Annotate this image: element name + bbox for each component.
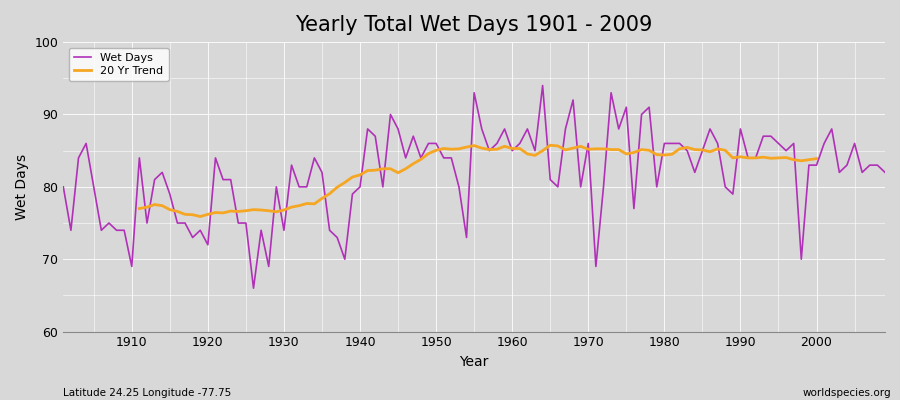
20 Yr Trend (134, 206, 145, 211)
X-axis label: Year: Year (460, 355, 489, 369)
Wet Days (339, 257, 350, 262)
20 Yr Trend (544, 143, 555, 148)
20 Yr Trend (347, 175, 358, 180)
Wet Days (293, 184, 304, 189)
Wet Days (879, 170, 890, 175)
Line: 20 Yr Trend: 20 Yr Trend (140, 145, 816, 216)
20 Yr Trend (727, 156, 738, 160)
Wet Days (613, 126, 624, 131)
Line: Wet Days: Wet Days (63, 86, 885, 288)
Y-axis label: Wet Days: Wet Days (15, 154, 29, 220)
Title: Yearly Total Wet Days 1901 - 2009: Yearly Total Wet Days 1901 - 2009 (295, 15, 652, 35)
Wet Days (507, 148, 517, 153)
Wet Days (58, 184, 68, 189)
20 Yr Trend (194, 214, 205, 219)
Wet Days (248, 286, 259, 290)
20 Yr Trend (811, 156, 822, 161)
20 Yr Trend (621, 152, 632, 156)
20 Yr Trend (712, 146, 723, 151)
Text: Latitude 24.25 Longitude -77.75: Latitude 24.25 Longitude -77.75 (63, 388, 231, 398)
Wet Days (515, 141, 526, 146)
20 Yr Trend (233, 209, 244, 214)
Wet Days (537, 83, 548, 88)
Legend: Wet Days, 20 Yr Trend: Wet Days, 20 Yr Trend (68, 48, 168, 81)
20 Yr Trend (796, 158, 806, 163)
Text: worldspecies.org: worldspecies.org (803, 388, 891, 398)
Wet Days (119, 228, 130, 233)
